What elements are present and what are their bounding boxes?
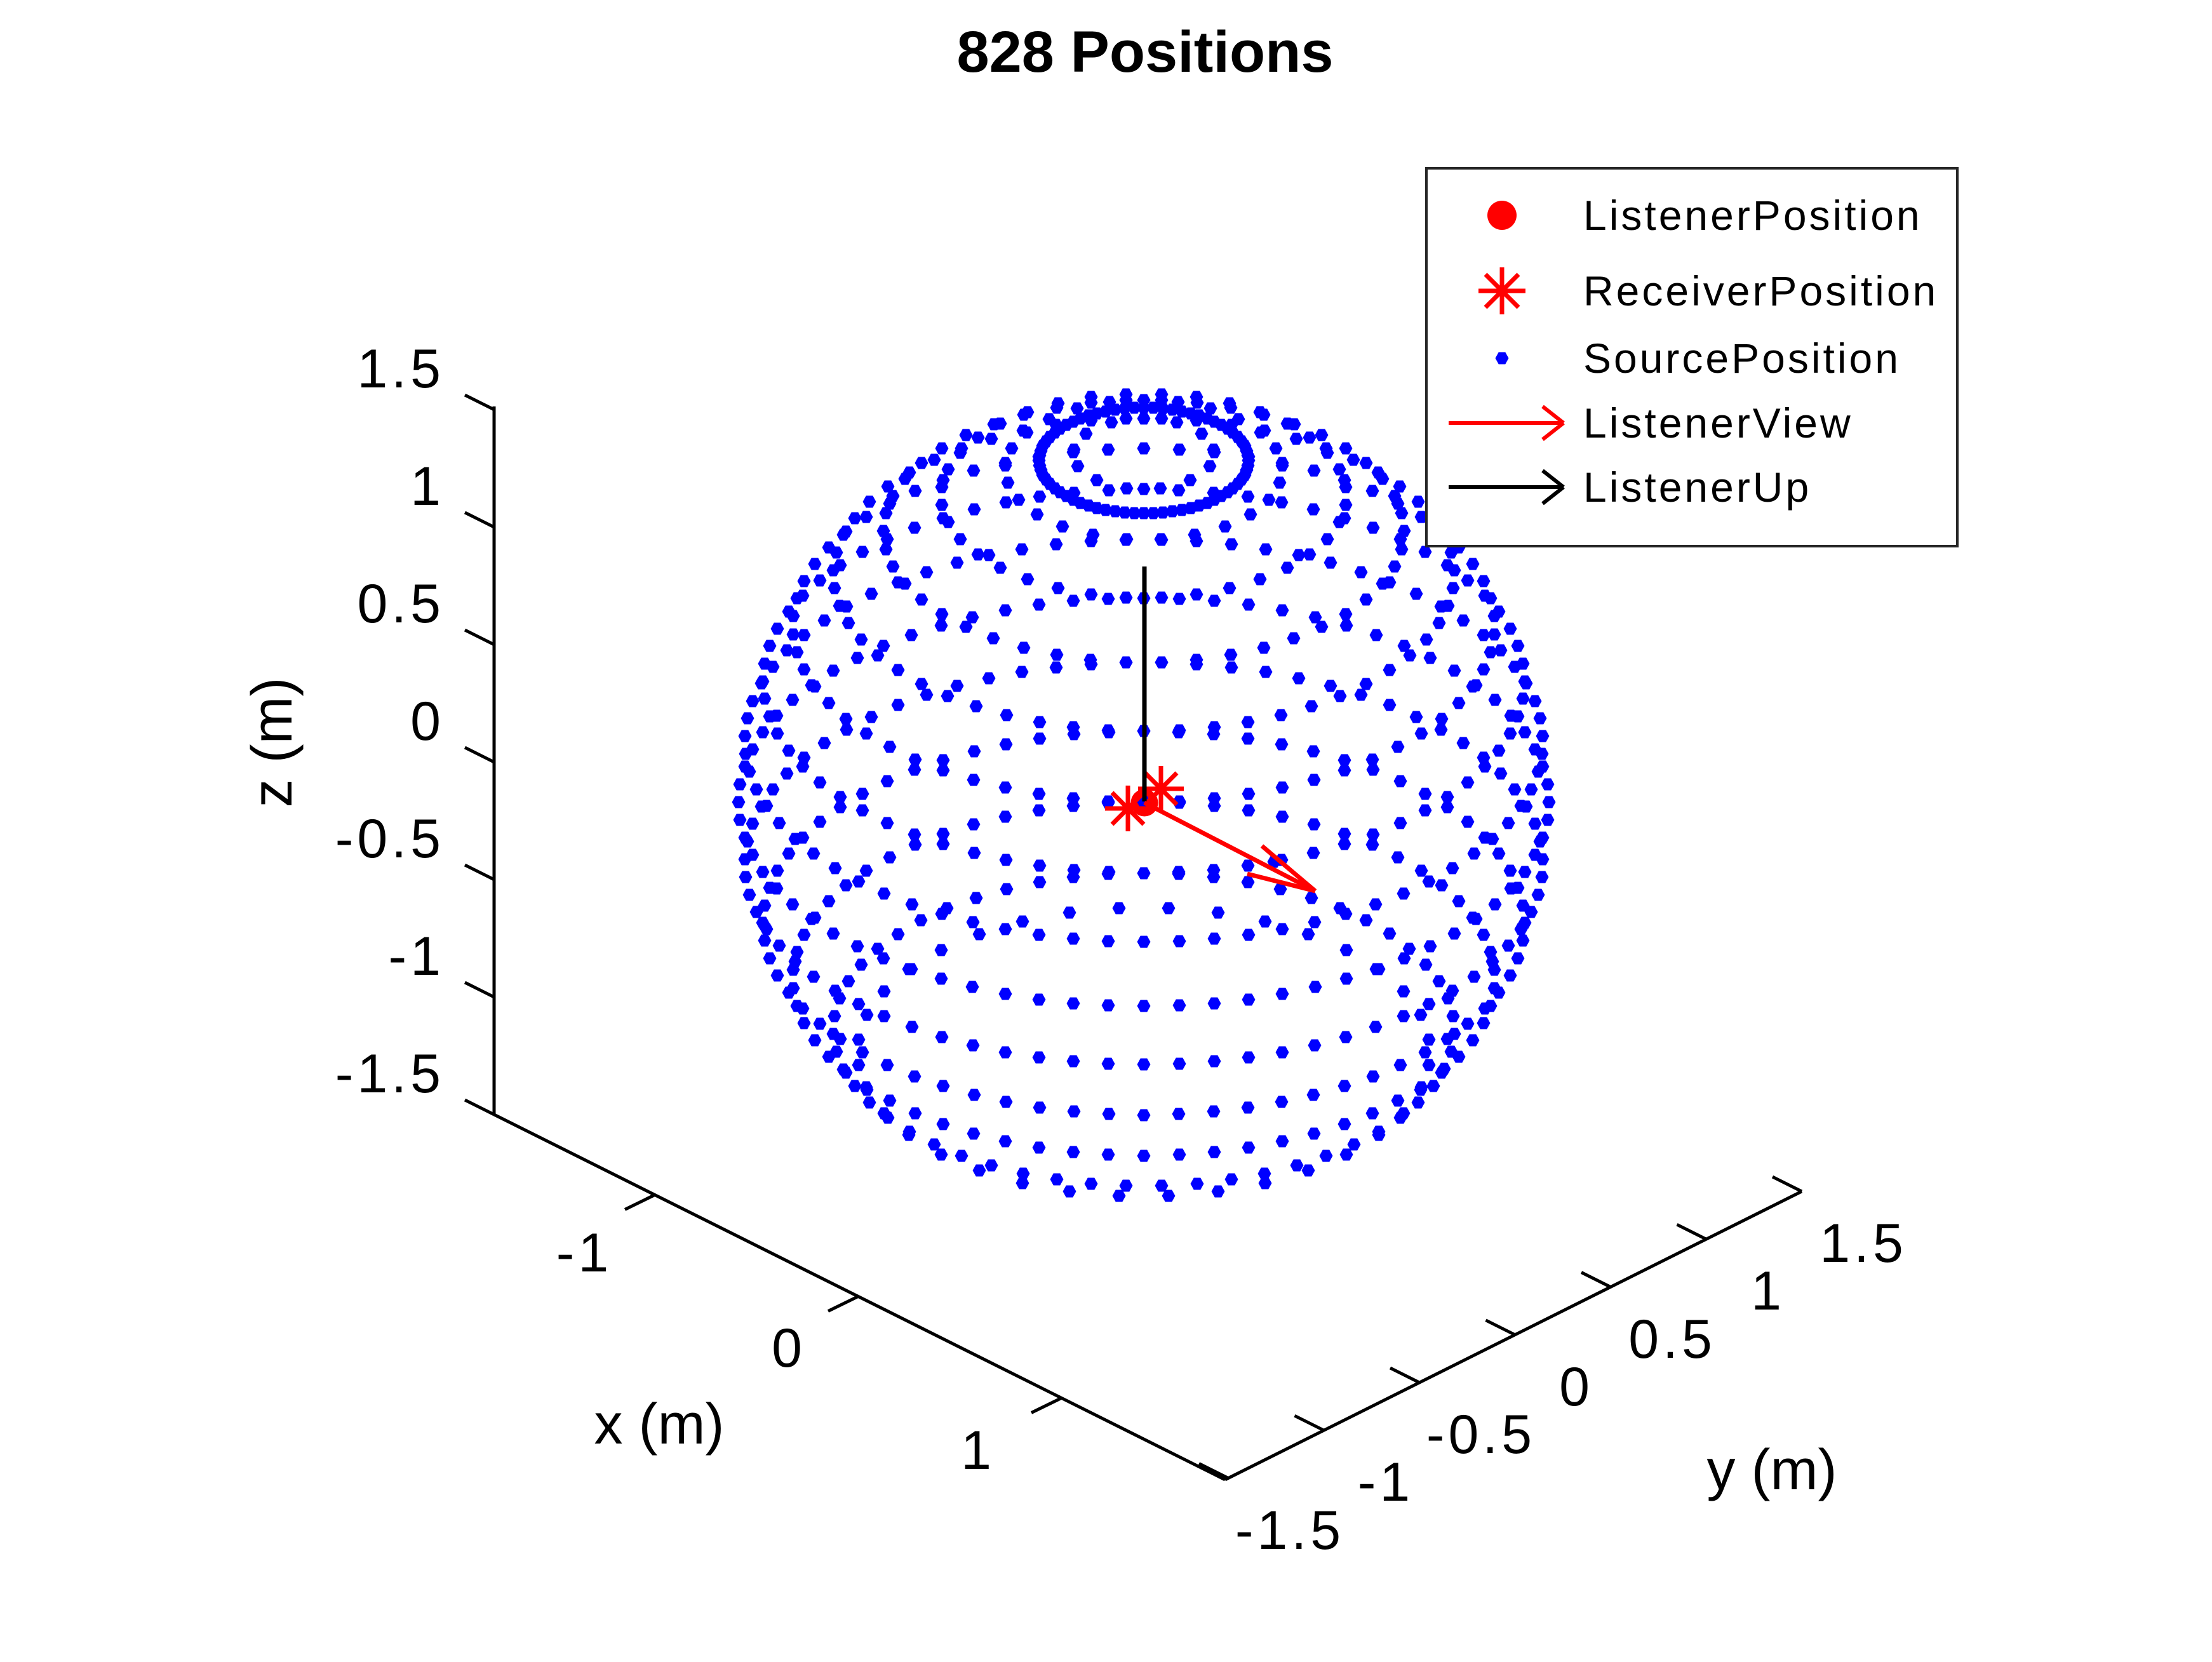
svg-text:0: 0 bbox=[410, 691, 445, 752]
svg-text:SourcePosition: SourcePosition bbox=[1583, 335, 1901, 382]
svg-text:-1: -1 bbox=[389, 926, 445, 987]
svg-text:ListenerUp: ListenerUp bbox=[1583, 464, 1811, 511]
svg-text:ReceiverPosition: ReceiverPosition bbox=[1583, 267, 1938, 314]
svg-text:-1: -1 bbox=[1358, 1452, 1414, 1513]
svg-text:1: 1 bbox=[1751, 1261, 1785, 1322]
svg-text:ListenerView: ListenerView bbox=[1583, 399, 1853, 446]
svg-text:0.5: 0.5 bbox=[357, 573, 445, 634]
svg-text:1.5: 1.5 bbox=[357, 338, 445, 399]
svg-text:y (m): y (m) bbox=[1707, 1438, 1837, 1502]
svg-text:0.5: 0.5 bbox=[1628, 1309, 1716, 1370]
svg-text:-0.5: -0.5 bbox=[335, 808, 445, 869]
svg-text:0: 0 bbox=[1559, 1357, 1593, 1417]
svg-text:-1.5: -1.5 bbox=[335, 1043, 445, 1104]
svg-text:0: 0 bbox=[772, 1318, 806, 1379]
svg-text:z (m): z (m) bbox=[241, 678, 304, 808]
svg-text:1.5: 1.5 bbox=[1820, 1213, 1907, 1274]
svg-text:x (m): x (m) bbox=[594, 1393, 725, 1456]
svg-text:1: 1 bbox=[410, 456, 445, 517]
svg-text:828 Positions: 828 Positions bbox=[956, 20, 1333, 84]
svg-text:1: 1 bbox=[961, 1420, 995, 1481]
svg-text:ListenerPosition: ListenerPosition bbox=[1583, 192, 1922, 239]
svg-text:-1: -1 bbox=[556, 1223, 612, 1283]
svg-text:-0.5: -0.5 bbox=[1426, 1404, 1536, 1465]
svg-text:-1.5: -1.5 bbox=[1235, 1500, 1344, 1561]
